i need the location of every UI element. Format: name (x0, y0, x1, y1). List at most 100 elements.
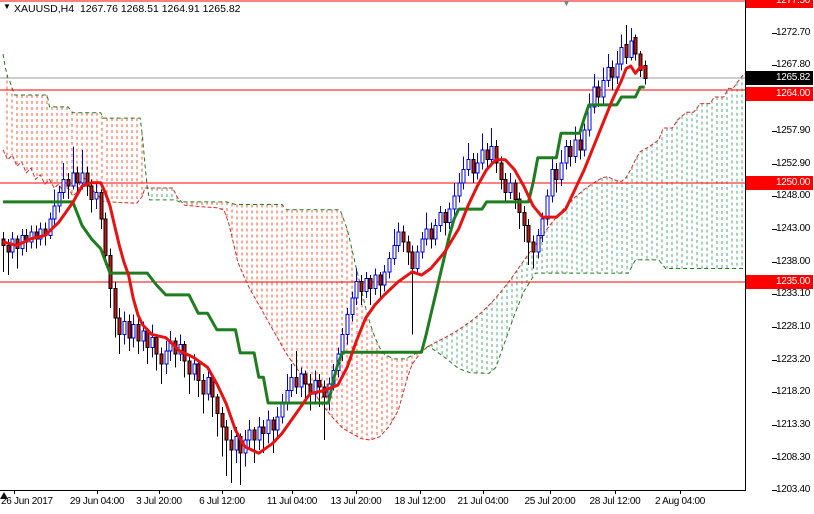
time-tick (97, 491, 98, 494)
bull-candle (350, 297, 355, 316)
bull-candle (396, 231, 401, 246)
bull-candle (164, 350, 169, 365)
bear-candle (136, 324, 141, 342)
bull-candle (345, 314, 350, 336)
time-tick (420, 491, 421, 494)
time-tick-label: 11 Jul 04:00 (266, 496, 318, 507)
bear-candle (503, 179, 508, 194)
bull-candle (38, 228, 43, 240)
bear-candle (610, 66, 615, 78)
price-tick (772, 33, 777, 34)
senkou-span-b-line (2, 54, 745, 374)
bull-candle (606, 66, 611, 82)
bear-candle (85, 172, 90, 187)
time-tick-label: 3 Jul 20:00 (136, 496, 182, 507)
bear-candle (471, 159, 476, 174)
bull-candle (387, 258, 392, 273)
bull-candle (615, 63, 620, 78)
candlestick-ichimoku-canvas[interactable] (0, 0, 745, 490)
time-tick (159, 491, 160, 494)
kijun-sen-line (3, 85, 645, 405)
bear-candle (499, 162, 504, 180)
bear-candle (294, 376, 299, 388)
price-tag: 1250.00 (746, 176, 813, 190)
price-tick-label: 1238.00 (776, 256, 811, 267)
time-scale[interactable]: 26 Jun 2017 29 Jun 04:00 3 Jul 20:00 6 Jul … (0, 491, 745, 514)
bear-candle (494, 146, 499, 164)
bull-candle (601, 80, 606, 98)
time-tick-label: 26 Jun 2017 (1, 496, 53, 507)
bear-candle (317, 380, 322, 388)
time-tick (292, 491, 293, 494)
bear-candle (252, 429, 257, 441)
price-tick (772, 196, 777, 197)
time-tick (222, 491, 223, 494)
time-tick (483, 491, 484, 494)
price-tick-label: 1272.70 (776, 27, 811, 38)
bear-candle (99, 192, 104, 220)
bull-candle (475, 162, 480, 174)
bull-candle (299, 373, 304, 388)
bull-candle (545, 195, 550, 220)
bear-candle (187, 360, 192, 375)
price-tag: 1277.50 (746, 0, 813, 8)
price-tick (772, 360, 777, 361)
price-tick-label: 1257.90 (776, 125, 811, 136)
bear-candle (271, 419, 276, 431)
price-tick (772, 131, 777, 132)
bear-candle (624, 43, 629, 58)
bear-candle (578, 139, 583, 151)
bear-candle (401, 231, 406, 243)
bear-candle (75, 172, 80, 184)
chart-shift-marker-icon[interactable]: ▼ (562, 0, 571, 8)
bear-candle (66, 179, 71, 187)
bull-candle (80, 172, 85, 184)
price-tick (772, 490, 777, 491)
bear-candle (201, 380, 206, 395)
price-scale[interactable]: 1272.701267.801262.801257.901252.901248.… (746, 0, 814, 495)
bull-candle (582, 129, 587, 151)
bull-candle (94, 192, 99, 200)
time-tick-label: 18 Jul 12:00 (394, 496, 446, 507)
bull-candle (629, 40, 634, 58)
price-tick-label: 1252.90 (776, 158, 811, 169)
bull-candle (247, 429, 252, 441)
bull-candle (289, 376, 294, 391)
bull-candle (480, 149, 485, 164)
bull-candle (392, 244, 397, 260)
chart-plot-area[interactable] (0, 0, 746, 491)
bear-candle (531, 241, 536, 253)
bear-candle (103, 218, 108, 256)
bull-candle (61, 179, 66, 194)
bear-candle (513, 182, 518, 200)
bear-candle (526, 225, 531, 243)
price-tick (772, 164, 777, 165)
price-tick-label: 1218.20 (776, 386, 811, 397)
bull-candle (364, 277, 369, 293)
bull-candle (206, 376, 211, 395)
bear-candle (89, 185, 94, 200)
bull-candle (438, 211, 443, 227)
price-tick-label: 1223.20 (776, 354, 811, 365)
price-tick (772, 262, 777, 263)
time-tick-label: 28 Jul 12:00 (589, 496, 641, 507)
bear-candle (485, 149, 490, 161)
time-tick (550, 491, 551, 494)
bull-candle (131, 324, 136, 339)
symbol-dropdown-icon: ▼ (3, 2, 11, 11)
bull-candle (382, 271, 387, 286)
bull-candle (192, 363, 197, 375)
bear-candle (359, 281, 364, 293)
candles-layer (1, 25, 648, 485)
price-tick-label: 1267.80 (776, 59, 811, 70)
bull-candle (536, 235, 541, 253)
price-tick (772, 229, 777, 230)
price-tick-label: 1228.10 (776, 321, 811, 332)
bull-candle (592, 86, 597, 108)
tenkan-sen-line (2, 64, 645, 455)
bear-candle (596, 86, 601, 98)
bull-candle (564, 146, 569, 164)
senkou-span-a-line (2, 73, 745, 441)
bear-candle (261, 426, 266, 434)
bull-candle (433, 225, 438, 240)
